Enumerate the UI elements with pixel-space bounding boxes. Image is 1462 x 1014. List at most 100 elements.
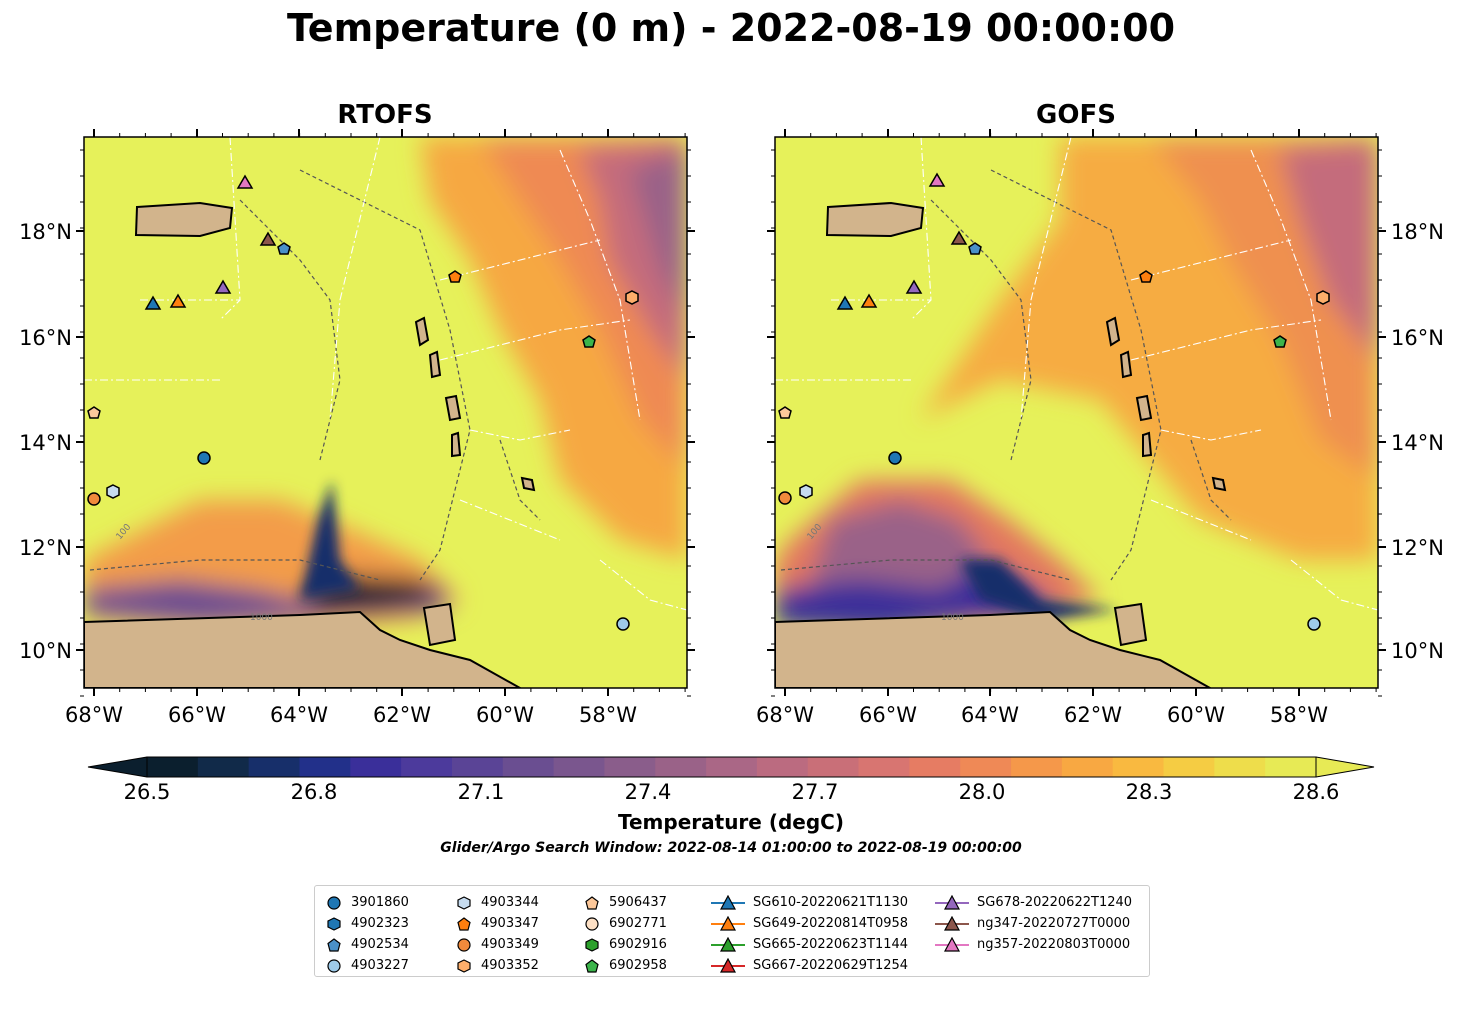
lon-tick-label: 60°W	[476, 703, 534, 727]
pentagon-icon	[585, 895, 599, 910]
colorbar-extend-max	[1315, 756, 1375, 778]
lon-tick-label: 68°W	[65, 703, 123, 727]
pentagon-marker	[968, 242, 982, 255]
pentagon-marker	[582, 335, 596, 348]
pentagon-marker	[1273, 335, 1287, 348]
triangle-line-icon	[711, 915, 745, 931]
circle-marker	[87, 492, 101, 506]
legend-label: 4903227	[351, 958, 409, 973]
panel-title-gofs: GOFS	[1036, 100, 1116, 130]
legend-item: 4903347	[455, 913, 539, 934]
colorbar-tick-label: 26.5	[123, 780, 171, 804]
colorbar-band	[1061, 757, 1114, 777]
triangle-marker	[950, 230, 968, 245]
triangle-marker	[928, 172, 946, 187]
st-lucia-island	[1142, 431, 1153, 458]
search-window-note: Glider/Argo Search Window: 2022-08-14 01…	[440, 840, 1022, 856]
triangle-line-icon	[711, 936, 745, 952]
hexagon-marker	[1316, 290, 1330, 305]
martinique-island	[444, 394, 462, 422]
colorbar-band	[248, 757, 300, 777]
triangle-line-icon	[711, 894, 745, 910]
legend-column: 3901860 4902323 4902534 4903227	[325, 892, 409, 976]
legend-label: SG667-20220629T1254	[753, 958, 909, 973]
colorbar-tick-label: 27.1	[457, 780, 505, 804]
colorbar-tick-label: 28.6	[1292, 780, 1340, 804]
lon-tick-label: 62°W	[373, 703, 431, 727]
colorbar-band	[655, 757, 707, 777]
lat-tick-label: 10°N	[1391, 639, 1444, 663]
lon-tick-label: 58°W	[579, 703, 637, 727]
triangle-marker	[860, 293, 878, 308]
hexagon-icon	[457, 895, 471, 910]
lon-tick-label: 60°W	[1167, 703, 1225, 727]
lat-tick-label: 12°N	[1391, 536, 1444, 560]
legend-item: 4902323	[325, 913, 409, 934]
legend-item: SG667-20220629T1254	[711, 955, 908, 976]
colorbar	[87, 756, 1375, 778]
colorbar-tick-label: 26.8	[290, 780, 338, 804]
legend-item: 5906437	[583, 892, 667, 913]
triangle-marker	[144, 295, 162, 310]
sst-field	[84, 137, 687, 630]
rtofs-observation-markers	[87, 174, 639, 631]
lat-tick-label: 10°N	[19, 639, 72, 663]
lat-tick-label: 14°N	[19, 431, 72, 455]
lon-tick-label: 64°W	[961, 703, 1019, 727]
dominica-island	[1119, 350, 1133, 379]
legend-label: 6902916	[609, 937, 667, 952]
pentagon-marker	[778, 406, 792, 419]
lon-tick-label: 62°W	[1064, 703, 1122, 727]
eez-boundaries	[775, 137, 1378, 611]
colorbar-band	[197, 757, 250, 777]
legend-item: 3901860	[325, 892, 409, 913]
legend-label: 4903344	[481, 895, 539, 910]
legend-item: 6902958	[583, 955, 667, 976]
south-america-land	[775, 610, 1213, 688]
legend-item: 4903344	[455, 892, 539, 913]
colorbar-band	[858, 757, 910, 777]
triangle-marker	[259, 231, 277, 246]
puerto-rico-island	[134, 201, 234, 238]
hexagon-icon	[457, 958, 471, 973]
triangle-marker	[905, 279, 923, 294]
contour-label: 1000	[250, 613, 273, 623]
trinidad-island	[1113, 602, 1148, 647]
colorbar-band	[401, 757, 453, 777]
colorbar-band	[604, 757, 656, 777]
bathymetry-contours	[89, 169, 471, 581]
colorbar-band	[1011, 757, 1063, 777]
legend-label: ng357-20220803T0000	[977, 937, 1131, 952]
dominica-island	[428, 350, 442, 379]
legend-column: SG610-20220621T1130 SG649-20220814T0958 SG…	[711, 892, 908, 976]
legend-label: 5906437	[609, 895, 667, 910]
colorbar-band	[147, 757, 199, 777]
lat-tick-label: 14°N	[1391, 431, 1444, 455]
hexagon-marker	[106, 484, 120, 499]
circle-marker	[778, 491, 792, 505]
colorbar-band	[299, 757, 351, 777]
colorbar-tick-label: 28.3	[1125, 780, 1173, 804]
circle-marker	[888, 451, 902, 465]
colorbar-band	[502, 757, 555, 777]
legend-label: ng347-20220727T0000	[977, 916, 1131, 931]
lon-tick-label: 58°W	[1270, 703, 1328, 727]
triangle-marker	[836, 295, 854, 310]
legend-label: 3901860	[351, 895, 409, 910]
legend-column: SG678-20220622T1240 ng347-20220727T0000 ng…	[935, 892, 1132, 955]
triangle-line-icon	[935, 915, 969, 931]
circle-icon	[327, 895, 341, 910]
legend-label: 4903349	[481, 937, 539, 952]
colorbar-band	[451, 757, 504, 777]
colorbar-band	[1112, 757, 1165, 777]
legend-item: ng347-20220727T0000	[935, 913, 1132, 934]
barbados-island	[1211, 476, 1227, 492]
legend: 3901860 4902323 4902534 4903227 4903344 49033…	[314, 885, 1150, 977]
lon-tick-label: 64°W	[270, 703, 328, 727]
legend-label: 4903347	[481, 916, 539, 931]
triangle-marker	[169, 293, 187, 308]
colorbar-band	[909, 757, 961, 777]
colorbar-band	[1214, 757, 1266, 777]
barbados-island	[520, 476, 536, 492]
legend-column: 5906437 6902771 6902916 6902958	[583, 892, 667, 976]
